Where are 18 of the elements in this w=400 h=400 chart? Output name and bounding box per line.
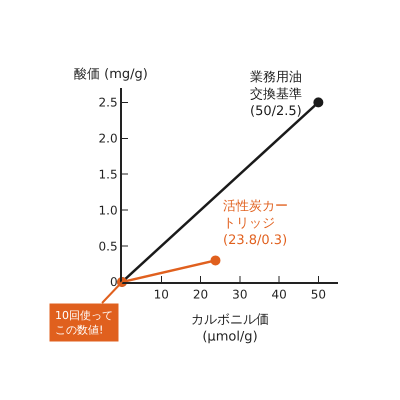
x-axis-title: カルボニル価 (μmol/g) (191, 312, 269, 344)
y-tick-label: 1.5 (98, 167, 118, 182)
y-tick-label: 2.0 (98, 132, 118, 146)
y-tick-label: 1.0 (98, 203, 118, 218)
y-tick-label: 2.5 (98, 96, 118, 110)
y-tick-label: 0.5 (98, 239, 118, 254)
y-axis-title: 酸価 (mg/g) (74, 67, 148, 82)
x-tick-label: 40 (271, 287, 287, 302)
x-tick-label: 50 (310, 287, 326, 302)
annotation: 10回使ってこの数値! (55, 309, 113, 336)
point (313, 97, 324, 108)
point (210, 255, 220, 266)
annotation: 活性炭カートリッジ(23.8/0.3) (223, 199, 288, 248)
y-tick-label: 0 (110, 275, 118, 290)
annotation: 業務用油交換基準(50/2.5) (250, 70, 302, 119)
x-tick-label: 10 (154, 287, 169, 302)
x-tick-label: 30 (232, 287, 248, 302)
x-tick-label: 20 (192, 287, 208, 302)
